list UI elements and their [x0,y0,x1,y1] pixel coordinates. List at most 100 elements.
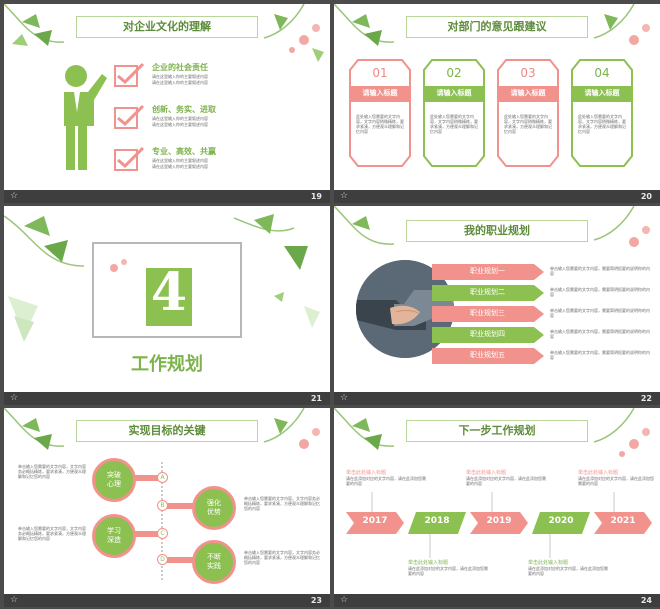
arrow-banner [432,348,544,364]
career-plan-label: 职业规划五 [470,351,505,359]
slide-21-canvas: 4 工作规划 [4,206,330,392]
value-text: 请在这里输入你的主要叙述内容 [152,122,208,127]
leaf-decoration [334,4,650,46]
note-body: 请在此添加对应的文字内容，请在此添加您需要的内容 [528,566,608,576]
leaf-decoration [334,408,650,457]
slide-footer: ☆ 20 [334,190,660,203]
leaf-decoration [4,4,324,62]
key-circle-label: 强化 优势 [207,499,221,516]
slide-footer: ☆ 22 [334,392,660,405]
timeline-note: 单击此处输入标题 请在此添加对应的文字内容，请在此添加您需要的内容 [408,560,488,576]
key-circle: 强化 优势 [192,486,236,530]
suggestion-card: 02 请输入标题 此处输入您需要的文字内容，文字内容稍微精练，要求紧凑，方便观众… [422,58,486,168]
value-heading: 专业、高效、共赢 [152,147,216,156]
hex-card-frame [571,59,633,167]
slide-title-box: 下一步工作规划 [406,420,588,442]
career-plan-label: 职业规划二 [470,288,505,296]
slide-thumbnail-24[interactable]: 下一步工作规划 2017 2018 [334,408,660,607]
slide-title-box: 对部门的意见跟建议 [406,16,588,38]
slide-transition-icon[interactable]: ☆ [10,393,19,403]
note-heading: 单击此处输入标题 [578,470,619,476]
card-title: 请输入标题 [436,89,472,97]
key-circle-label: 学习 深造 [107,527,121,544]
person-pointing-icon [64,65,107,170]
note-heading: 单击此处输入标题 [408,560,449,566]
values-list: 企业的社会责任 请在这里输入你的主要叙述内容 请在这里输入你的主要叙述内容 创新… [112,60,312,180]
value-item: 企业的社会责任 请在这里输入你的主要叙述内容 请在这里输入你的主要叙述内容 [112,60,312,98]
year-chevron [470,512,528,534]
career-plan-item: 职业规划二 单击输入您需要的文字内容，需要简明扼要的说明你的内容 [432,285,652,301]
year-chevron [532,512,590,534]
slide-transition-icon[interactable]: ☆ [340,595,349,605]
key-circle: 不断 实践 [192,540,236,584]
hex-card-frame [423,59,485,167]
slide-title: 实现目标的关键 [128,424,206,437]
card-desc: 此处输入您需要的文字内容，文字内容稍微精练，要求紧凑，方便观众理解和记忆内容 [578,114,626,134]
year-label: 2021 [610,516,636,526]
slide-thumbnail-20[interactable]: 对部门的意见跟建议 01 请输入标题 此处输入您需要的文字内容，文字内容稍微精练… [334,4,660,203]
key-circle-label: 不断 实践 [207,553,221,570]
slide-23-canvas: 实现目标的关键 突破 心理 学习 深造 强化 优势 不断 实践 [4,408,330,594]
key-desc-right: 单击输入您需要的文字内容，文字内容务必概括精炼，要求紧凑，方便观众理解和记忆您的… [244,550,320,565]
career-plan-item: 职业规划一 单击输入您需要的文字内容，需要简明扼要的说明你的内容 [432,264,652,280]
card-title: 请输入标题 [510,89,546,97]
slide-transition-icon[interactable]: ☆ [340,191,349,201]
card-number: 01 [372,66,388,80]
slide-title-box: 对企业文化的理解 [76,16,258,38]
year-label: 2020 [548,516,574,526]
slide-footer: ☆ 21 [4,392,330,405]
suggestion-card: 03 请输入标题 此处输入您需要的文字内容，文字内容稍微精练，要求紧凑，方便观众… [496,58,560,168]
slide-thumbnail-23[interactable]: 实现目标的关键 突破 心理 学习 深造 强化 优势 不断 实践 [4,408,330,607]
hex-card-frame [349,59,411,167]
year-label: 2019 [486,516,512,526]
hex-card-frame [497,59,559,167]
slide-transition-icon[interactable]: ☆ [10,595,19,605]
value-text: 请在这里输入你的主要叙述内容 [152,80,208,85]
suggestion-cards: 01 请输入标题 此处输入您需要的文字内容，文字内容稍微精练，要求紧凑，方便观众… [348,58,648,186]
section-number-block: 4 [146,264,192,326]
key-circle: 突破 心理 [92,458,136,502]
slide-number: 22 [640,394,652,403]
value-text: 请在这里输入你的主要叙述内容 [152,158,208,163]
slide-number: 21 [310,394,322,403]
career-plan-label: 职业规划一 [470,267,505,275]
timeline-year: 2021 [594,512,652,534]
value-text: 请在这里输入你的主要叙述内容 [152,116,208,121]
slide-title-box: 实现目标的关键 [76,420,258,442]
checkbox-check-icon [114,146,145,171]
slide-title: 下一步工作规划 [458,424,536,437]
value-heading: 企业的社会责任 [152,63,208,72]
career-plan-list: 职业规划一 单击输入您需要的文字内容，需要简明扼要的说明你的内容 职业规划二 单… [432,264,652,374]
arrow-banner [432,285,544,301]
note-heading: 单击此处输入标题 [528,560,569,566]
slide-thumbnail-22[interactable]: 我的职业规划 职业规划一 单击输入您需要的文字内容，需要简明扼要的说明你的内容 [334,206,660,405]
slide-thumbnail-21[interactable]: 4 工作规划 ☆ 21 [4,206,330,405]
slide-number: 20 [640,192,652,201]
timeline-note: 单击此处输入标题 请在此添加对应的文字内容，请在此添加您需要的内容 [346,470,426,486]
note-body: 请在此添加对应的文字内容，请在此添加您需要的内容 [578,476,654,486]
note-heading: 单击此处输入标题 [466,470,507,476]
slide-transition-icon[interactable]: ☆ [340,393,349,403]
slide-22-canvas: 我的职业规划 职业规划一 单击输入您需要的文字内容，需要简明扼要的说明你的内容 [334,206,660,392]
key-circle-label: 突破 心理 [107,471,121,488]
arrow-banner [432,264,544,280]
slide-number: 24 [640,596,652,605]
career-plan-label: 职业规划三 [470,309,505,317]
slide-footer: ☆ 19 [4,190,330,203]
career-plan-label: 职业规划四 [470,330,505,338]
key-desc-left: 单击输入您需要的文字内容，文字内容务必概括精炼，要求紧凑，方便观众理解和记忆您的… [18,464,86,479]
timeline-note: 单击此处输入标题 请在此添加对应的文字内容，请在此添加您需要的内容 [578,470,656,486]
timeline-note: 单击此处输入标题 请在此添加对应的文字内容，请在此添加您需要的内容 [466,470,546,486]
arrow-banner [432,306,544,322]
career-plan-item: 职业规划五 单击输入您需要的文字内容，需要简明扼要的说明你的内容 [432,348,652,364]
note-heading: 单击此处输入标题 [346,470,387,476]
career-plan-item: 职业规划四 单击输入您需要的文字内容，需要简明扼要的说明你的内容 [432,327,652,343]
slide-thumbnail-19[interactable]: 对企业文化的理解 企业的社会责任 请在这里输入你的主要叙述内容 请在这里输入你的 [4,4,330,203]
slide-transition-icon[interactable]: ☆ [10,191,19,201]
note-body: 请在此添加对应的文字内容，请在此添加您需要的内容 [346,476,426,486]
timeline-year: 2019 [470,512,528,534]
slide-title: 对企业文化的理解 [123,20,211,33]
checkbox-check-icon [114,104,145,129]
slide-24-canvas: 下一步工作规划 2017 2018 [334,408,660,594]
key-letter: D [157,554,168,565]
